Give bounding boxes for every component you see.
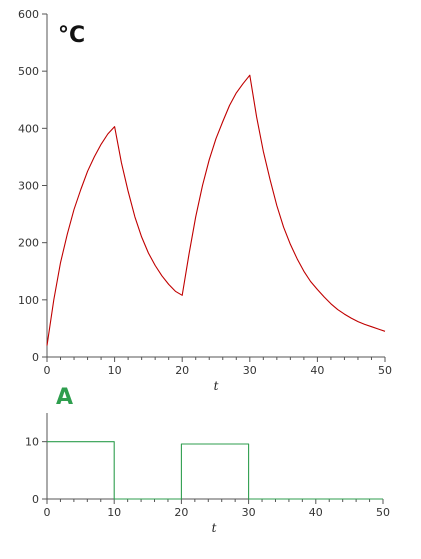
current-x-tick-label: 40 bbox=[309, 506, 323, 519]
temperature-x-tick-label: 10 bbox=[108, 364, 122, 377]
temperature-x-tick-label: 20 bbox=[175, 364, 189, 377]
temperature-y-tick-label: 300 bbox=[18, 180, 39, 193]
temperature-y-tick-label: 0 bbox=[32, 351, 39, 364]
temperature-x-tick-label: 30 bbox=[243, 364, 257, 377]
temperature-series-line bbox=[46, 74, 386, 346]
current-x-tick-label: 0 bbox=[44, 506, 51, 519]
temperature-y-tick-label: 500 bbox=[18, 65, 39, 78]
current-x-tick-label: 10 bbox=[107, 506, 121, 519]
temperature-x-tick-label: 0 bbox=[44, 364, 51, 377]
temperature-y-tick-label: 100 bbox=[18, 294, 39, 307]
temperature-y-tick-label: 200 bbox=[18, 237, 39, 250]
current-unit-label: A bbox=[56, 385, 73, 410]
current-x-tick-label: 20 bbox=[174, 506, 188, 519]
current-y-tick-label: 10 bbox=[25, 436, 39, 449]
temperature-x-tick-label: 50 bbox=[378, 364, 392, 377]
current-series-line bbox=[47, 441, 383, 500]
temperature-x-tick-label: 40 bbox=[310, 364, 324, 377]
temperature-y-tick-label: 600 bbox=[18, 8, 39, 21]
temperature-x-axis-label: t bbox=[214, 379, 219, 393]
temperature-unit-label: °C bbox=[58, 23, 85, 48]
current-y-tick-label: 0 bbox=[32, 493, 39, 506]
current-x-tick-label: 30 bbox=[242, 506, 256, 519]
current-x-axis-label: t bbox=[212, 521, 217, 535]
current-panel: A t 0 10 20 30 40 50 0 10 bbox=[25, 385, 390, 535]
temperature-y-tick-label: 400 bbox=[18, 122, 39, 135]
current-x-tick-label: 50 bbox=[376, 506, 390, 519]
